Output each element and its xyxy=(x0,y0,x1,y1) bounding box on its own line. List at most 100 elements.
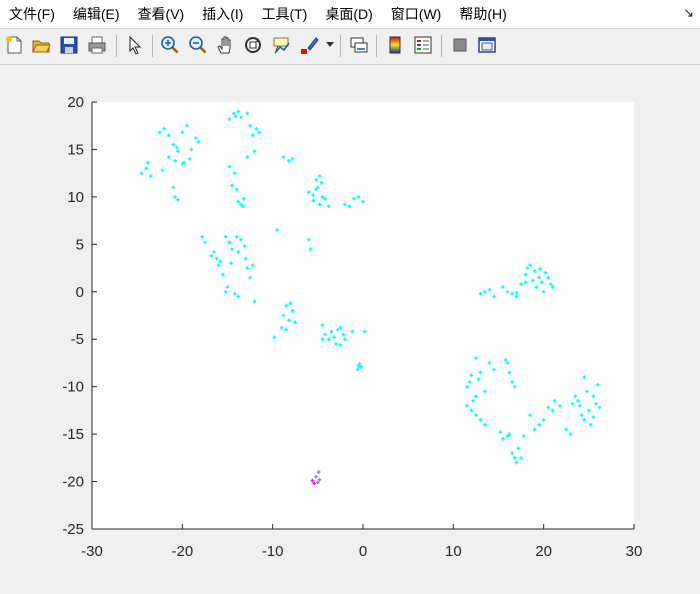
brush-dropdown-icon[interactable] xyxy=(326,42,334,48)
data-point xyxy=(245,111,250,116)
pan-icon[interactable] xyxy=(215,35,235,55)
data-point xyxy=(528,413,532,417)
data-point xyxy=(465,384,469,389)
data-point xyxy=(487,361,492,365)
data-point xyxy=(501,437,505,441)
menu-edit[interactable]: 编辑(E) xyxy=(72,6,120,22)
data-point xyxy=(314,187,318,192)
data-point xyxy=(252,149,257,154)
data-point xyxy=(233,114,238,119)
rotate-3d-icon[interactable] xyxy=(243,35,263,55)
brush-icon[interactable] xyxy=(299,35,319,55)
data-point xyxy=(541,418,546,422)
menu-help[interactable]: 帮助(H) xyxy=(459,6,507,22)
data-point xyxy=(236,109,241,114)
data-cursor-icon[interactable] xyxy=(271,35,291,55)
data-point xyxy=(525,266,530,270)
data-point xyxy=(329,329,334,334)
data-point xyxy=(550,285,555,289)
menu-window[interactable]: 窗口(W) xyxy=(390,6,442,22)
pointer-icon[interactable] xyxy=(125,35,145,55)
legend-icon[interactable] xyxy=(413,35,433,55)
data-point xyxy=(194,136,198,140)
link-plot-icon[interactable] xyxy=(349,35,369,55)
menu-view[interactable]: 查看(V) xyxy=(137,6,185,22)
colorbar-icon[interactable] xyxy=(385,35,405,55)
data-point xyxy=(478,370,483,375)
data-point xyxy=(242,244,247,249)
data-point xyxy=(232,291,237,296)
data-point xyxy=(492,367,496,372)
y-tick-label: -20 xyxy=(62,474,84,491)
new-figure-icon[interactable] xyxy=(4,35,24,55)
y-tick-label: -15 xyxy=(62,426,84,443)
y-tick-label: 5 xyxy=(76,236,84,253)
y-tick-label: 0 xyxy=(76,284,84,301)
data-point xyxy=(505,289,510,294)
data-point xyxy=(176,149,180,154)
data-point xyxy=(483,389,487,394)
data-point xyxy=(254,126,259,131)
data-point xyxy=(272,335,277,340)
data-point xyxy=(180,130,185,135)
menu-insert[interactable]: 插入(I) xyxy=(202,6,244,22)
data-point xyxy=(350,329,354,334)
data-point xyxy=(236,199,241,204)
data-point xyxy=(540,280,544,285)
data-point xyxy=(232,171,237,175)
hide-plot-tools-icon[interactable] xyxy=(450,35,470,55)
data-point xyxy=(501,285,505,289)
data-point xyxy=(221,272,225,277)
data-point xyxy=(483,289,487,294)
data-point xyxy=(355,367,360,372)
menu-tools[interactable]: 工具(T) xyxy=(261,6,308,22)
data-point xyxy=(229,261,233,266)
data-point xyxy=(252,299,257,304)
undock-arrow-icon[interactable]: ↘ xyxy=(683,5,694,20)
data-point xyxy=(476,377,481,381)
menu-desktop[interactable]: 桌面(D) xyxy=(325,6,373,22)
zoom-in-icon[interactable] xyxy=(160,35,180,55)
data-point xyxy=(582,375,587,379)
data-point xyxy=(326,204,331,209)
zoom-out-icon[interactable] xyxy=(188,35,208,55)
data-point xyxy=(514,290,519,295)
save-icon[interactable] xyxy=(59,35,79,55)
data-point xyxy=(474,356,478,360)
data-point xyxy=(570,401,575,406)
scatter-plot[interactable]: -30 -20 -10 0 10 20 30 -25 -20 -15 -10 -5 0 5 10 15 20 xyxy=(0,64,700,589)
data-point xyxy=(546,405,550,410)
data-point xyxy=(596,382,600,387)
data-point xyxy=(162,126,167,131)
x-tick-label: 10 xyxy=(445,543,462,560)
data-point xyxy=(516,446,521,451)
data-point xyxy=(189,147,194,152)
data-point xyxy=(326,337,331,342)
x-tick-label: 20 xyxy=(535,543,552,560)
data-point xyxy=(257,130,261,135)
data-point xyxy=(537,422,541,427)
data-point xyxy=(316,470,321,474)
x-tick-label: -30 xyxy=(81,543,103,560)
data-point xyxy=(308,247,313,251)
data-point xyxy=(335,327,340,332)
print-icon[interactable] xyxy=(87,35,107,55)
data-point xyxy=(227,164,232,169)
data-point xyxy=(323,196,327,201)
x-tick-label: 30 xyxy=(626,543,643,560)
data-point xyxy=(538,267,542,271)
y-tick-label: -25 xyxy=(62,521,84,538)
data-point xyxy=(250,133,255,138)
data-point xyxy=(234,187,239,192)
show-plot-tools-icon[interactable] xyxy=(477,35,497,55)
data-point xyxy=(514,294,519,299)
data-point xyxy=(492,294,496,299)
open-file-icon[interactable] xyxy=(31,35,51,55)
data-point xyxy=(232,111,236,116)
data-point xyxy=(214,256,219,261)
menu-file[interactable]: 文件(F) xyxy=(9,6,55,22)
data-point xyxy=(334,342,338,346)
data-point xyxy=(359,364,363,369)
data-point xyxy=(218,259,223,264)
data-point xyxy=(216,263,221,268)
